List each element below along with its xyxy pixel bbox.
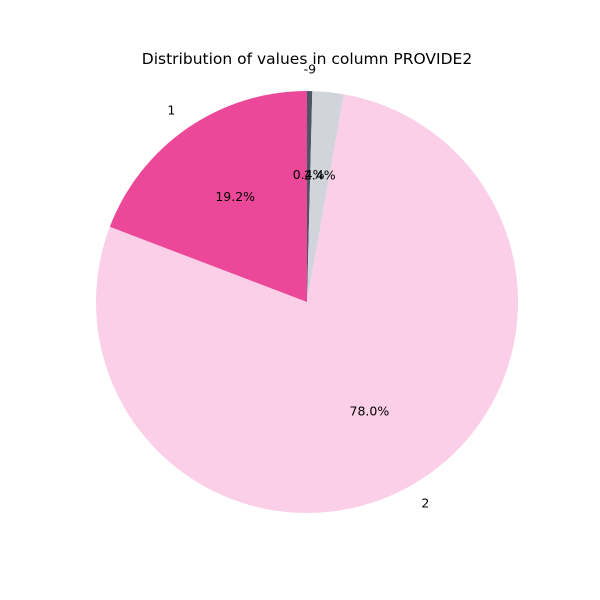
pie-slice-0 [307,91,313,302]
slice-label-3: 1 [167,102,175,117]
pie-slices [95,91,518,513]
pie-slice-1 [307,91,344,302]
chart-title: Distribution of values in column PROVIDE… [142,50,472,68]
pie-labels: -9 0.4%2.4% 2 78.0% 1 19.2% [167,61,429,510]
slice-percent-3: 19.2% [215,189,255,204]
slice-percent-1: 2.4% [304,168,336,183]
slice-percent-0: 0.4% [293,167,325,182]
slice-label-0: -9 [304,61,317,76]
pie-slice-2 [95,94,518,513]
pie-slice-3 [109,91,307,302]
slice-label-2: 2 [421,495,429,510]
slice-percent-2: 78.0% [350,404,390,419]
